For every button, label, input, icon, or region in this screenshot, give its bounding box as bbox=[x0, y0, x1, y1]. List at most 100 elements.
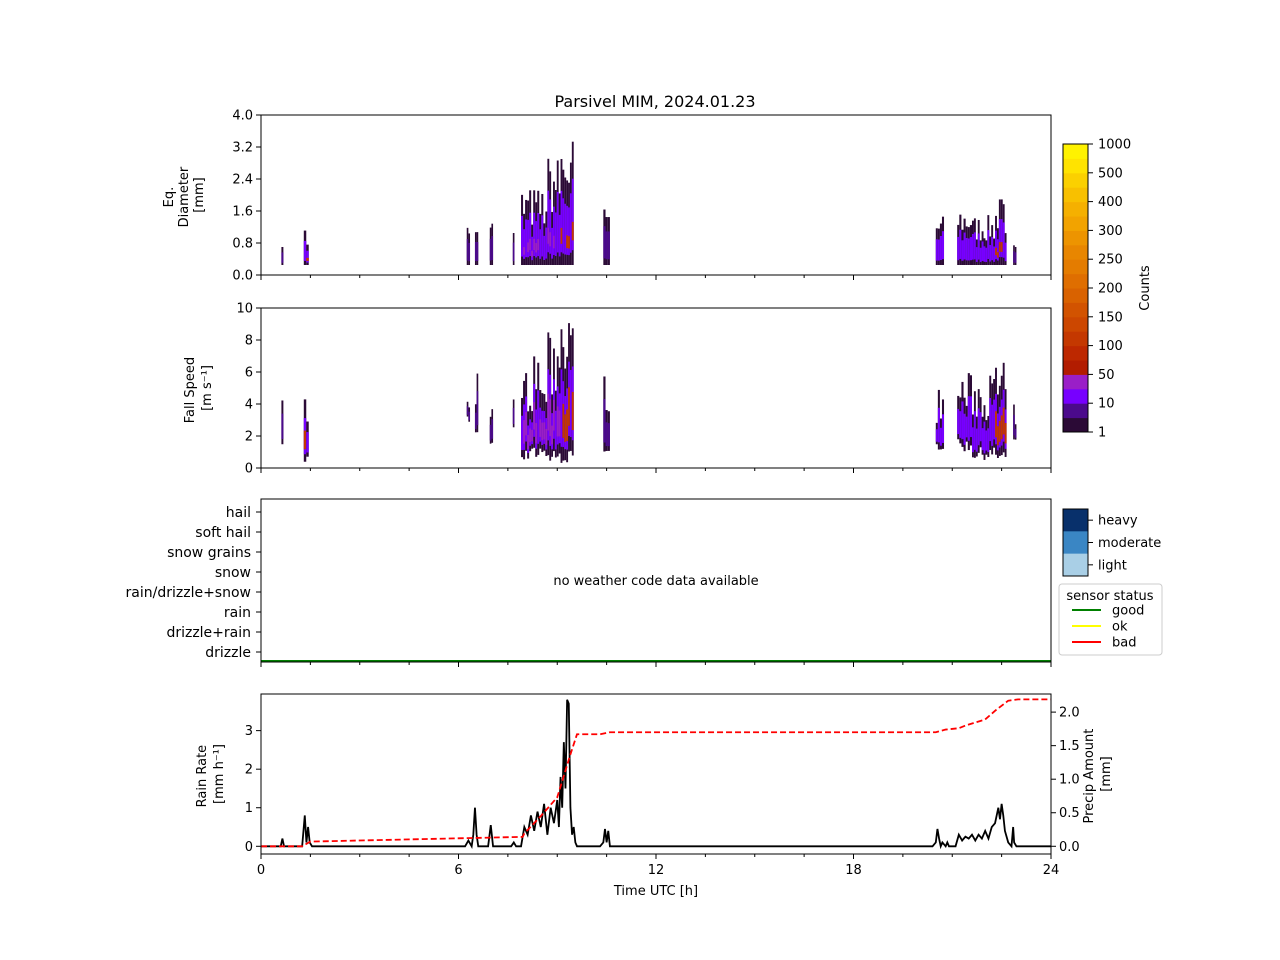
fall-speed-axes-frame bbox=[260, 307, 1052, 469]
heatmap-cell bbox=[996, 239, 999, 261]
counts-colorbar-cell bbox=[1063, 158, 1088, 174]
x-tick-label: 6 bbox=[454, 863, 462, 878]
diameter-x-ticks bbox=[260, 275, 1052, 280]
category-label: rain/drizzle+snow bbox=[126, 585, 251, 601]
category-label: snow bbox=[215, 565, 251, 581]
y-tick-label: 8 bbox=[245, 334, 253, 349]
heatmap-cell bbox=[1000, 415, 1003, 440]
counts-colorbar-cell bbox=[1063, 316, 1088, 332]
rain-rate-y-label-line2: [mm h⁻¹] bbox=[212, 744, 227, 804]
y-tick-label: 4 bbox=[245, 398, 253, 413]
y-tick-label: 3 bbox=[245, 724, 253, 739]
heatmap-cell bbox=[527, 242, 530, 253]
heatmap-cell bbox=[529, 238, 532, 251]
diameter-y-label-line1: Eq. bbox=[162, 187, 177, 208]
x-tick-label: 24 bbox=[1043, 863, 1060, 878]
y2-tick-label: 0.0 bbox=[1059, 840, 1080, 855]
intensity-tick-label: heavy bbox=[1098, 514, 1138, 529]
heatmap-cell bbox=[281, 252, 284, 263]
y-tick-label: 0.8 bbox=[232, 237, 253, 252]
heatmap-cell bbox=[547, 393, 550, 431]
x-tick-label: 0 bbox=[257, 863, 265, 878]
heatmap-cell bbox=[533, 238, 536, 251]
counts-colorbar-ticks: 1 10 50 100 150 200 250 300 400 500 1000 bbox=[1088, 138, 1131, 441]
y-tick-label: 2 bbox=[245, 430, 253, 445]
intensity-tick-label: light bbox=[1098, 558, 1127, 573]
heatmap-cell bbox=[303, 240, 307, 261]
heatmap-cell bbox=[973, 232, 976, 260]
heatmap-cell bbox=[523, 229, 526, 259]
heatmap-cell bbox=[973, 411, 976, 450]
heatmap-cell bbox=[996, 252, 999, 258]
heatmap-cell bbox=[527, 219, 530, 258]
heatmap-cell bbox=[991, 237, 994, 261]
figure-title: Parsivel MIM, 2024.01.23 bbox=[554, 92, 755, 111]
counts-colorbar-tick-label: 100 bbox=[1098, 339, 1123, 354]
heatmap-cell bbox=[569, 193, 572, 253]
x-axis-label: Time UTC [h] bbox=[613, 884, 698, 899]
counts-colorbar-cell bbox=[1063, 288, 1088, 303]
counts-colorbar-cell bbox=[1063, 403, 1088, 419]
fall-speed-heatmap bbox=[281, 323, 1017, 463]
heatmap-cell bbox=[959, 229, 962, 259]
heatmap-cell bbox=[543, 422, 546, 440]
x-tick-label: 18 bbox=[845, 863, 862, 878]
heatmap-cell bbox=[547, 190, 550, 253]
counts-colorbar: 1 10 50 100 150 200 250 300 400 500 1000 Counts bbox=[1062, 138, 1153, 441]
heatmap-cell bbox=[523, 420, 526, 444]
category-label: hail bbox=[226, 505, 251, 521]
y-tick-label: 6 bbox=[245, 366, 253, 381]
heatmap-cell bbox=[466, 238, 469, 261]
precip-y2-label-line2: [mm] bbox=[1099, 756, 1114, 791]
heatmap-cell bbox=[1002, 407, 1005, 435]
legend-frame bbox=[1058, 583, 1163, 656]
diameter-panel: 0.0 0.8 1.6 2.4 3.2 4.0 Eq. Diameter [mm] bbox=[162, 109, 1052, 284]
diameter-heatmap bbox=[281, 141, 1017, 265]
heatmap-cell bbox=[998, 242, 1001, 252]
heatmap-cell bbox=[568, 387, 570, 426]
heatmap-cell bbox=[489, 424, 492, 441]
y-tick-label: 0 bbox=[245, 462, 253, 477]
heatmap-cell bbox=[1013, 251, 1015, 263]
heatmap-cell bbox=[969, 237, 972, 261]
heatmap-cell bbox=[549, 199, 552, 254]
heatmap-cell bbox=[965, 416, 968, 438]
counts-colorbar-label: Counts bbox=[1138, 265, 1153, 311]
heatmap-cell bbox=[512, 242, 515, 262]
heatmap-cell bbox=[558, 214, 561, 257]
heatmap-cell bbox=[603, 398, 606, 443]
intensity-colorbar-ticks: heavy moderate light bbox=[1088, 514, 1161, 573]
heatmap-cell bbox=[491, 236, 494, 261]
intensity-colorbar-cell bbox=[1063, 509, 1088, 532]
heatmap-cell bbox=[939, 235, 942, 261]
heatmap-cell bbox=[983, 421, 986, 454]
heatmap-cell bbox=[1013, 415, 1015, 436]
heatmap-cell bbox=[979, 247, 982, 263]
heatmap-cell bbox=[474, 412, 477, 429]
heatmap-cell bbox=[541, 422, 544, 441]
heatmap-cell bbox=[991, 404, 994, 446]
heatmap-cell bbox=[306, 257, 309, 261]
heatmap-cell bbox=[972, 427, 974, 453]
fall-speed-y-label-line2: [m s⁻¹] bbox=[200, 365, 215, 411]
heatmap-cell bbox=[571, 178, 574, 251]
intensity-tick-label: moderate bbox=[1098, 536, 1161, 551]
heatmap-cell bbox=[939, 427, 942, 446]
y-tick-label: 0.0 bbox=[232, 269, 253, 284]
legend-label: bad bbox=[1112, 636, 1136, 651]
counts-colorbar-cell bbox=[1063, 302, 1088, 318]
heatmap-cell bbox=[1014, 428, 1017, 438]
counts-colorbar-cell bbox=[1063, 374, 1088, 390]
heatmap-cell bbox=[969, 396, 972, 438]
heatmap-cell bbox=[539, 229, 542, 259]
weather-code-x-ticks bbox=[260, 662, 1052, 667]
heatmap-cell bbox=[539, 419, 542, 437]
counts-colorbar-tick-label: 10 bbox=[1098, 397, 1115, 412]
y2-tick-label: 0.5 bbox=[1059, 806, 1080, 821]
counts-colorbar-cell bbox=[1063, 331, 1088, 347]
heatmap-cell bbox=[972, 233, 974, 260]
heatmap-cell bbox=[975, 428, 978, 452]
category-label: drizzle bbox=[205, 645, 251, 661]
